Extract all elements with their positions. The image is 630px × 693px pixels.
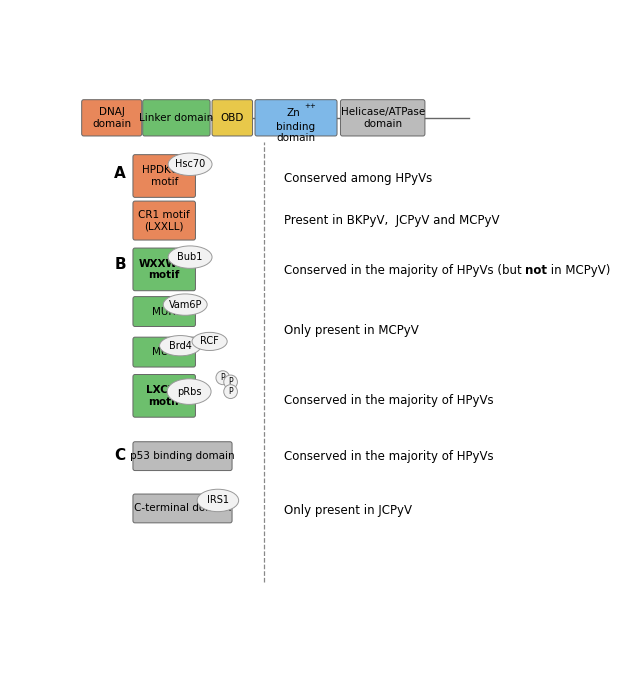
Ellipse shape: [159, 335, 201, 356]
Text: P: P: [228, 378, 233, 387]
FancyBboxPatch shape: [133, 248, 195, 291]
Ellipse shape: [224, 375, 238, 389]
Text: LXCXE
motif: LXCXE motif: [146, 385, 183, 407]
FancyBboxPatch shape: [133, 494, 232, 523]
Text: Brd4: Brd4: [169, 341, 192, 351]
Text: pRbs: pRbs: [177, 387, 202, 396]
Text: DNAJ
domain: DNAJ domain: [92, 107, 131, 129]
Text: MUR: MUR: [152, 347, 176, 357]
Ellipse shape: [163, 294, 207, 315]
Text: C: C: [115, 448, 126, 463]
Text: Only present in JCPyV: Only present in JCPyV: [284, 504, 412, 516]
Ellipse shape: [167, 379, 211, 405]
Text: Conserved in the majority of HPyVs (but: Conserved in the majority of HPyVs (but: [284, 265, 525, 277]
Text: Bub1: Bub1: [178, 252, 203, 262]
Text: A: A: [115, 166, 126, 182]
Text: RCF: RCF: [200, 336, 219, 346]
Text: P: P: [220, 374, 225, 383]
Text: Present in BKPyV,  JCPyV and MCPyV: Present in BKPyV, JCPyV and MCPyV: [284, 214, 500, 227]
FancyBboxPatch shape: [133, 297, 195, 326]
Ellipse shape: [192, 333, 227, 351]
Text: OBD: OBD: [220, 113, 244, 123]
FancyBboxPatch shape: [133, 374, 195, 417]
Text: WXXWW
motif: WXXWW motif: [139, 258, 190, 280]
Ellipse shape: [216, 371, 229, 385]
Text: CR1 motif
(LXXLL): CR1 motif (LXXLL): [139, 210, 190, 231]
Text: not: not: [525, 265, 547, 277]
Text: Vam6P: Vam6P: [168, 299, 202, 310]
FancyBboxPatch shape: [133, 155, 195, 198]
Text: Only present in MCPyV: Only present in MCPyV: [284, 324, 418, 337]
FancyBboxPatch shape: [82, 100, 142, 136]
Text: HPDKGG
motif: HPDKGG motif: [142, 165, 186, 187]
Text: p53 binding domain: p53 binding domain: [130, 451, 235, 461]
Text: Conserved in the majority of HPyVs: Conserved in the majority of HPyVs: [284, 394, 493, 407]
FancyBboxPatch shape: [143, 100, 210, 136]
Text: Hsc70: Hsc70: [175, 159, 205, 169]
Text: IRS1: IRS1: [207, 495, 229, 505]
Text: in MCPyV): in MCPyV): [547, 265, 610, 277]
FancyBboxPatch shape: [255, 100, 337, 136]
Ellipse shape: [168, 153, 212, 175]
Text: Conserved among HPyVs: Conserved among HPyVs: [284, 172, 432, 184]
Text: P: P: [228, 387, 233, 396]
Text: Linker domain: Linker domain: [139, 113, 214, 123]
FancyBboxPatch shape: [212, 100, 253, 136]
Text: ++: ++: [304, 103, 316, 109]
Text: binding
domain: binding domain: [277, 122, 316, 143]
Text: MUR: MUR: [152, 306, 176, 317]
Text: Conserved in the majority of HPyVs: Conserved in the majority of HPyVs: [284, 450, 493, 463]
Ellipse shape: [168, 246, 212, 268]
Ellipse shape: [197, 489, 239, 511]
Text: Helicase/ATPase
domain: Helicase/ATPase domain: [341, 107, 425, 129]
FancyBboxPatch shape: [340, 100, 425, 136]
Text: C-terminal domain: C-terminal domain: [134, 503, 231, 514]
FancyBboxPatch shape: [133, 337, 195, 367]
FancyBboxPatch shape: [133, 201, 195, 240]
Ellipse shape: [224, 385, 238, 398]
Text: B: B: [115, 257, 126, 272]
Text: Zn: Zn: [287, 107, 301, 118]
FancyBboxPatch shape: [133, 441, 232, 471]
